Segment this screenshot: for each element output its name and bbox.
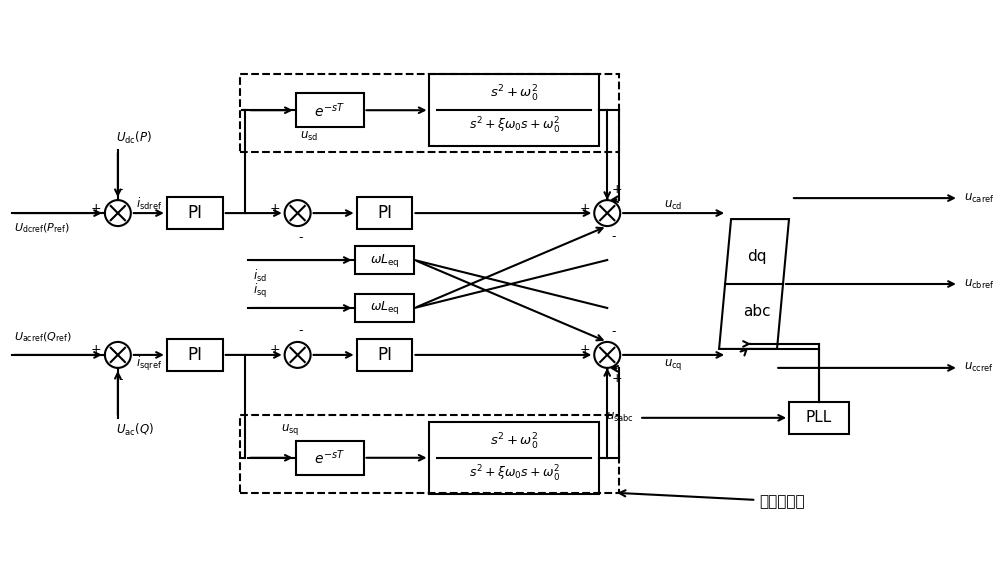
Text: $u_{\rm ccref}$: $u_{\rm ccref}$ [964, 361, 994, 374]
Text: $s^2 + \xi\omega_0 s + \omega_0^2$: $s^2 + \xi\omega_0 s + \omega_0^2$ [469, 463, 560, 484]
Text: $U_{\rm acref}(Q_{\rm ref})$: $U_{\rm acref}(Q_{\rm ref})$ [14, 330, 72, 344]
Text: +: + [611, 372, 622, 385]
Text: $s^2 + \omega_0^2$: $s^2 + \omega_0^2$ [490, 84, 539, 105]
Text: +: + [90, 344, 101, 356]
Bar [429, 74, 599, 146]
Bar [357, 339, 412, 371]
Text: +: + [270, 344, 281, 356]
Text: +: + [270, 202, 281, 215]
Text: PI: PI [377, 346, 392, 364]
Bar [240, 415, 619, 492]
Text: -: - [119, 373, 123, 386]
Text: $i_{\rm sqref}$: $i_{\rm sqref}$ [136, 355, 162, 373]
Text: PLL: PLL [806, 410, 832, 425]
Bar [789, 402, 849, 434]
Text: $u_{\rm caref}$: $u_{\rm caref}$ [964, 191, 994, 204]
Text: $U_{\rm dcref}(P_{\rm ref})$: $U_{\rm dcref}(P_{\rm ref})$ [14, 222, 70, 235]
Text: abc: abc [743, 304, 771, 319]
Text: dq: dq [747, 249, 767, 264]
Text: PI: PI [187, 204, 202, 222]
Text: $e^{-sT}$: $e^{-sT}$ [314, 449, 345, 467]
Text: $u_{\rm sabc}$: $u_{\rm sabc}$ [606, 411, 634, 424]
Text: $\omega L_{\rm eq}$: $\omega L_{\rm eq}$ [370, 299, 399, 316]
Bar [240, 74, 619, 152]
Text: +: + [611, 183, 622, 196]
Bar [429, 422, 599, 494]
Bar [355, 246, 414, 274]
Text: $i_{\rm sdref}$: $i_{\rm sdref}$ [136, 196, 162, 212]
Text: $s^2 + \xi\omega_0 s + \omega_0^2$: $s^2 + \xi\omega_0 s + \omega_0^2$ [469, 116, 560, 136]
Text: $U_{\rm ac}(Q)$: $U_{\rm ac}(Q)$ [116, 422, 154, 438]
Text: $e^{-sT}$: $e^{-sT}$ [314, 101, 345, 119]
Text: $U_{\rm dc}(P)$: $U_{\rm dc}(P)$ [116, 130, 152, 146]
Text: $u_{\rm cbref}$: $u_{\rm cbref}$ [964, 277, 994, 291]
Text: $u_{\rm sd}$: $u_{\rm sd}$ [300, 130, 319, 143]
Bar [167, 339, 223, 371]
Text: $i_{\rm sq}$: $i_{\rm sq}$ [253, 282, 267, 300]
Text: -: - [119, 183, 123, 196]
Text: $u_{\rm sq}$: $u_{\rm sq}$ [281, 423, 299, 437]
Text: -: - [298, 324, 303, 337]
Text: -: - [611, 325, 616, 338]
Text: $s^2 + \omega_0^2$: $s^2 + \omega_0^2$ [490, 432, 539, 452]
Text: +: + [580, 202, 590, 215]
Text: PI: PI [187, 346, 202, 364]
Text: -: - [298, 231, 303, 244]
Bar [296, 441, 364, 475]
Text: $\omega L_{\rm eq}$: $\omega L_{\rm eq}$ [370, 252, 399, 269]
Text: $u_{\rm cd}$: $u_{\rm cd}$ [664, 199, 683, 212]
Bar [167, 197, 223, 229]
Text: +: + [580, 344, 590, 356]
Bar [296, 93, 364, 127]
Text: PI: PI [377, 204, 392, 222]
Bar [355, 294, 414, 322]
Text: +: + [90, 202, 101, 215]
Text: $i_{\rm sd}$: $i_{\rm sd}$ [253, 268, 267, 284]
Text: $u_{\rm cq}$: $u_{\rm cq}$ [664, 357, 683, 373]
Text: 带阻滤波器: 带阻滤波器 [619, 490, 805, 509]
Bar [357, 197, 412, 229]
Text: -: - [611, 230, 616, 243]
